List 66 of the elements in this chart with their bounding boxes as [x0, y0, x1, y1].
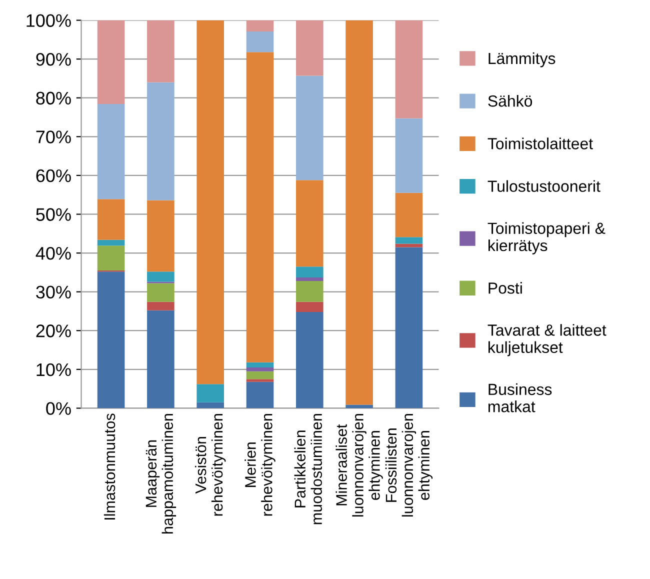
x-tick-label: Merien rehevöityminen — [244, 414, 276, 516]
y-tick-label: 10% — [36, 363, 71, 376]
legend-label: Tavarat & laitteet kuljetukset — [488, 324, 606, 356]
bar — [296, 266, 324, 278]
legend-label: Toimistopaperi & kierrätys — [488, 222, 606, 254]
bar — [147, 283, 174, 302]
y-tick-label: 90% — [36, 52, 71, 66]
bar — [395, 118, 423, 193]
bar — [147, 310, 174, 408]
bar — [246, 20, 274, 32]
x-tick-label: Ilmastonmuutos — [104, 414, 116, 520]
y-tick-label: 80% — [36, 92, 71, 105]
bar — [395, 247, 423, 408]
x-tick-label: Partikkelien muodostumiinen — [294, 414, 322, 524]
y-tick-label: 20% — [36, 324, 71, 338]
bar — [346, 20, 373, 405]
legend-label: Posti — [488, 282, 522, 294]
y-tick-label: 50% — [36, 208, 71, 221]
legend-label: Lämmitys — [488, 52, 556, 68]
bar — [196, 384, 224, 402]
x-tick-label: Maaperän happamoituminen — [146, 414, 176, 534]
bar — [246, 382, 274, 408]
y-tick-label: 60% — [36, 169, 71, 182]
y-tick-label: 0% — [46, 402, 71, 415]
y-tick-label: 40% — [36, 246, 71, 260]
bar — [246, 52, 274, 362]
bar — [346, 404, 373, 408]
bar — [296, 302, 324, 312]
bar — [147, 20, 174, 82]
bar — [296, 280, 324, 302]
bar — [395, 192, 423, 238]
y-tick-label: 30% — [36, 286, 71, 299]
bar — [97, 272, 125, 408]
legend-label: Business matkat — [488, 383, 552, 412]
bar — [246, 367, 274, 372]
x-tick-label: Vesistön rehevöityminen — [195, 414, 226, 516]
bar — [296, 180, 324, 267]
bar — [246, 32, 274, 52]
bar — [395, 237, 423, 244]
bar — [246, 379, 274, 382]
bar — [147, 272, 174, 282]
bar — [97, 199, 125, 240]
x-tick-label: Fossiilisten luonnonvarojen ehtyminen — [385, 414, 433, 516]
y-tick-label: 70% — [36, 130, 71, 144]
bar — [97, 246, 125, 270]
bar — [246, 371, 274, 380]
bar — [147, 82, 174, 200]
bar — [196, 20, 224, 384]
legend-label: Toimistolaitteet — [488, 138, 593, 150]
bar — [395, 244, 423, 248]
bar — [97, 104, 125, 200]
bar — [296, 312, 324, 408]
bar — [296, 20, 324, 76]
bar — [97, 240, 125, 246]
bar — [147, 302, 174, 310]
legend-label: Tulostustoonerit — [488, 180, 600, 192]
x-tick-label: Mineraaliset luonnonvarojen ehtyminen — [336, 414, 383, 516]
bar — [296, 277, 324, 281]
y-tick-label: 100% — [26, 14, 71, 27]
bar — [147, 200, 174, 272]
bar — [296, 76, 324, 180]
bar — [246, 362, 274, 368]
bar — [196, 402, 224, 408]
bar — [97, 20, 125, 104]
legend-label: Sähkö — [488, 94, 532, 107]
bar — [395, 20, 423, 118]
